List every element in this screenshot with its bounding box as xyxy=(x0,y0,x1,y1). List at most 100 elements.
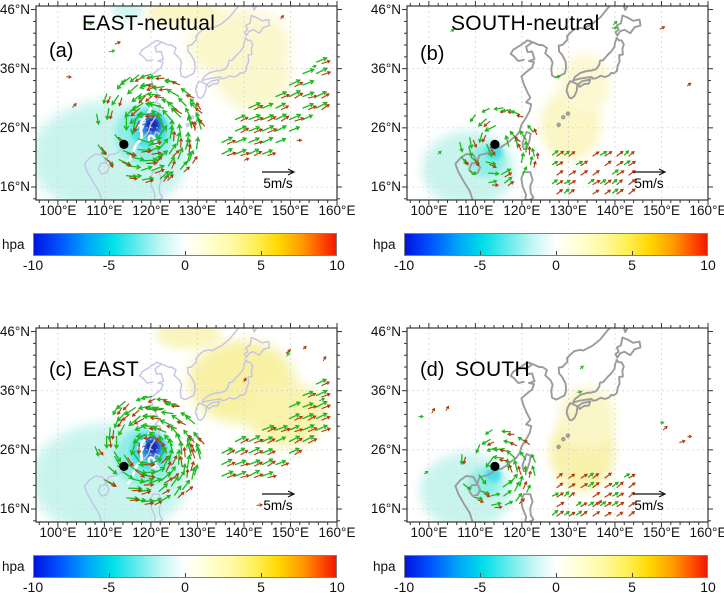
x-tick-label: 150°E xyxy=(643,203,680,218)
panel-b: 46°N 36°N 26°N 16°N 5m/s SOUTH-neutral (b) … xyxy=(371,0,724,290)
coastline-layer xyxy=(454,6,642,200)
colorbar-tick-labels: -10 -5 0 5 10 xyxy=(394,579,716,594)
colorbar-gradient xyxy=(33,233,337,256)
y-tick-label: 46°N xyxy=(0,1,30,17)
map-frame xyxy=(402,323,713,527)
x-axis-labels: 100°E 110°E 120°E 130°E 140°E 150°E 160°E xyxy=(36,203,355,220)
colorbar-tick-label: -5 xyxy=(473,579,487,594)
y-tick-label: 16°N xyxy=(370,501,401,516)
x-tick-label: 120°E xyxy=(503,203,541,218)
map-canvas: 5m/s xyxy=(402,323,713,527)
y-tick-label: 16°N xyxy=(0,501,30,516)
map-frame xyxy=(31,1,342,205)
colorbar-tick-mark xyxy=(261,573,262,577)
map-content xyxy=(407,328,708,522)
colorbar: hpa -10 -5 0 5 10 xyxy=(0,555,353,594)
graticule-layer xyxy=(407,6,708,200)
y-axis-labels: 46°N 36°N 26°N 16°N xyxy=(0,1,33,200)
colorbar: hpa -10 -5 0 5 10 xyxy=(0,233,353,285)
y-tick-label: 46°N xyxy=(370,323,401,339)
colorbar: hpa -10 -5 0 5 10 xyxy=(371,233,724,285)
x-tick-label: 130°E xyxy=(549,525,587,540)
graticule-layer xyxy=(407,328,708,522)
x-tick-label: 130°E xyxy=(178,203,216,218)
colorbar-tick-label: -5 xyxy=(102,579,116,594)
map-frame xyxy=(31,323,342,527)
x-tick-label: 150°E xyxy=(643,525,680,540)
x-tick-label: 100°E xyxy=(410,525,448,540)
map-content xyxy=(407,6,708,200)
x-tick-label: 130°E xyxy=(178,525,216,540)
x-tick-label: 140°E xyxy=(596,203,634,218)
map-area: 5m/s SOUTH-neutral (b) xyxy=(402,1,713,205)
x-axis-labels: 100°E 110°E 120°E 130°E 140°E 150°E 160°E xyxy=(407,203,724,220)
x-tick-label: 110°E xyxy=(457,525,494,540)
map-area: -10 0 5m/s EAST (c) xyxy=(31,323,342,527)
x-tick-label: 100°E xyxy=(410,203,448,218)
colorbar-tick-mark xyxy=(556,573,557,577)
x-axis-labels: 100°E 110°E 120°E 130°E 140°E 150°E 160°E xyxy=(407,525,724,542)
colorbar-tick-mark xyxy=(480,573,481,577)
panel-c: 46°N 36°N 26°N 16°N -10 0 5m/s EAST (c) 100°E… xyxy=(0,322,355,594)
x-axis-labels: 100°E 110°E 120°E 130°E 140°E 150°E 160°E xyxy=(36,525,355,542)
anomaly-shading-layer xyxy=(419,386,615,522)
y-axis-labels: 46°N 36°N 26°N 16°N xyxy=(0,323,33,522)
y-axis-labels: 46°N 36°N 26°N 16°N xyxy=(370,323,404,522)
wind-scale-reference: 5m/s xyxy=(262,490,296,513)
wind-vectors-layer xyxy=(418,365,693,517)
panel-letter: (a) xyxy=(49,40,74,62)
x-tick-label: 110°E xyxy=(86,525,123,540)
colorbar-gradient xyxy=(404,555,708,578)
colorbar-unit-label: hpa xyxy=(373,237,396,252)
colorbar-tick-label: 10 xyxy=(329,579,345,594)
colorbar-tick-label: 5 xyxy=(257,579,265,594)
colorbar-unit-label: hpa xyxy=(2,559,25,574)
x-tick-label: 160°E xyxy=(689,203,724,218)
colorbar-tick-label: 0 xyxy=(181,579,189,594)
colorbar-tick-mark xyxy=(632,573,633,577)
colorbar-tick-label: 10 xyxy=(700,257,716,273)
x-tick-label: 100°E xyxy=(39,203,77,218)
colorbar-tick-mark xyxy=(185,251,186,255)
colorbar-unit-label: hpa xyxy=(2,237,25,252)
cyclone-marker xyxy=(119,461,129,471)
y-tick-label: 46°N xyxy=(0,323,30,339)
colorbar-tick-labels: -10 -5 0 5 10 xyxy=(23,579,345,594)
x-tick-label: 100°E xyxy=(39,525,77,540)
colorbar-tick-label: 0 xyxy=(552,257,560,273)
x-tick-label: 120°E xyxy=(503,525,541,540)
colorbar-tick-label: -10 xyxy=(22,257,44,273)
wind-scale-reference: 5m/s xyxy=(262,168,296,191)
colorbar-tick-label: 0 xyxy=(181,257,189,273)
map-frame xyxy=(402,1,713,205)
y-tick-label: 26°N xyxy=(370,441,401,457)
colorbar-tick-mark xyxy=(480,251,481,255)
colorbar-tick-label: 10 xyxy=(329,257,345,273)
colorbar-tick-mark xyxy=(261,251,262,255)
pressure-contour: -100 xyxy=(126,101,162,163)
map-title: SOUTH xyxy=(455,358,530,381)
colorbar-tick-mark xyxy=(185,573,186,577)
x-tick-label: 140°E xyxy=(225,525,263,540)
x-tick-label: 120°E xyxy=(132,525,170,540)
y-tick-label: 36°N xyxy=(370,60,401,76)
contour-label: 0 xyxy=(151,463,162,473)
colorbar: hpa -10 -5 0 5 10 xyxy=(371,555,724,594)
map-area: 5m/s SOUTH (d) xyxy=(402,323,713,527)
colorbar-tick-labels: -10 -5 0 5 10 xyxy=(394,257,716,274)
map-content: -100 xyxy=(36,6,337,200)
cyclone-marker xyxy=(490,461,500,471)
y-tick-label: 26°N xyxy=(0,441,30,457)
map-title: SOUTH-neutral xyxy=(451,12,600,35)
map-canvas: 5m/s xyxy=(402,1,713,205)
colorbar-tick-label: 5 xyxy=(628,257,636,273)
wind-scale-label: 5m/s xyxy=(263,498,293,513)
colorbar-tick-label: -10 xyxy=(393,579,415,594)
panel-letter: (c) xyxy=(49,359,73,381)
map-title: EAST xyxy=(83,358,140,381)
colorbar-tick-mark xyxy=(109,251,110,255)
x-tick-label: 140°E xyxy=(225,203,263,218)
colorbar-tick-label: -5 xyxy=(102,257,116,273)
